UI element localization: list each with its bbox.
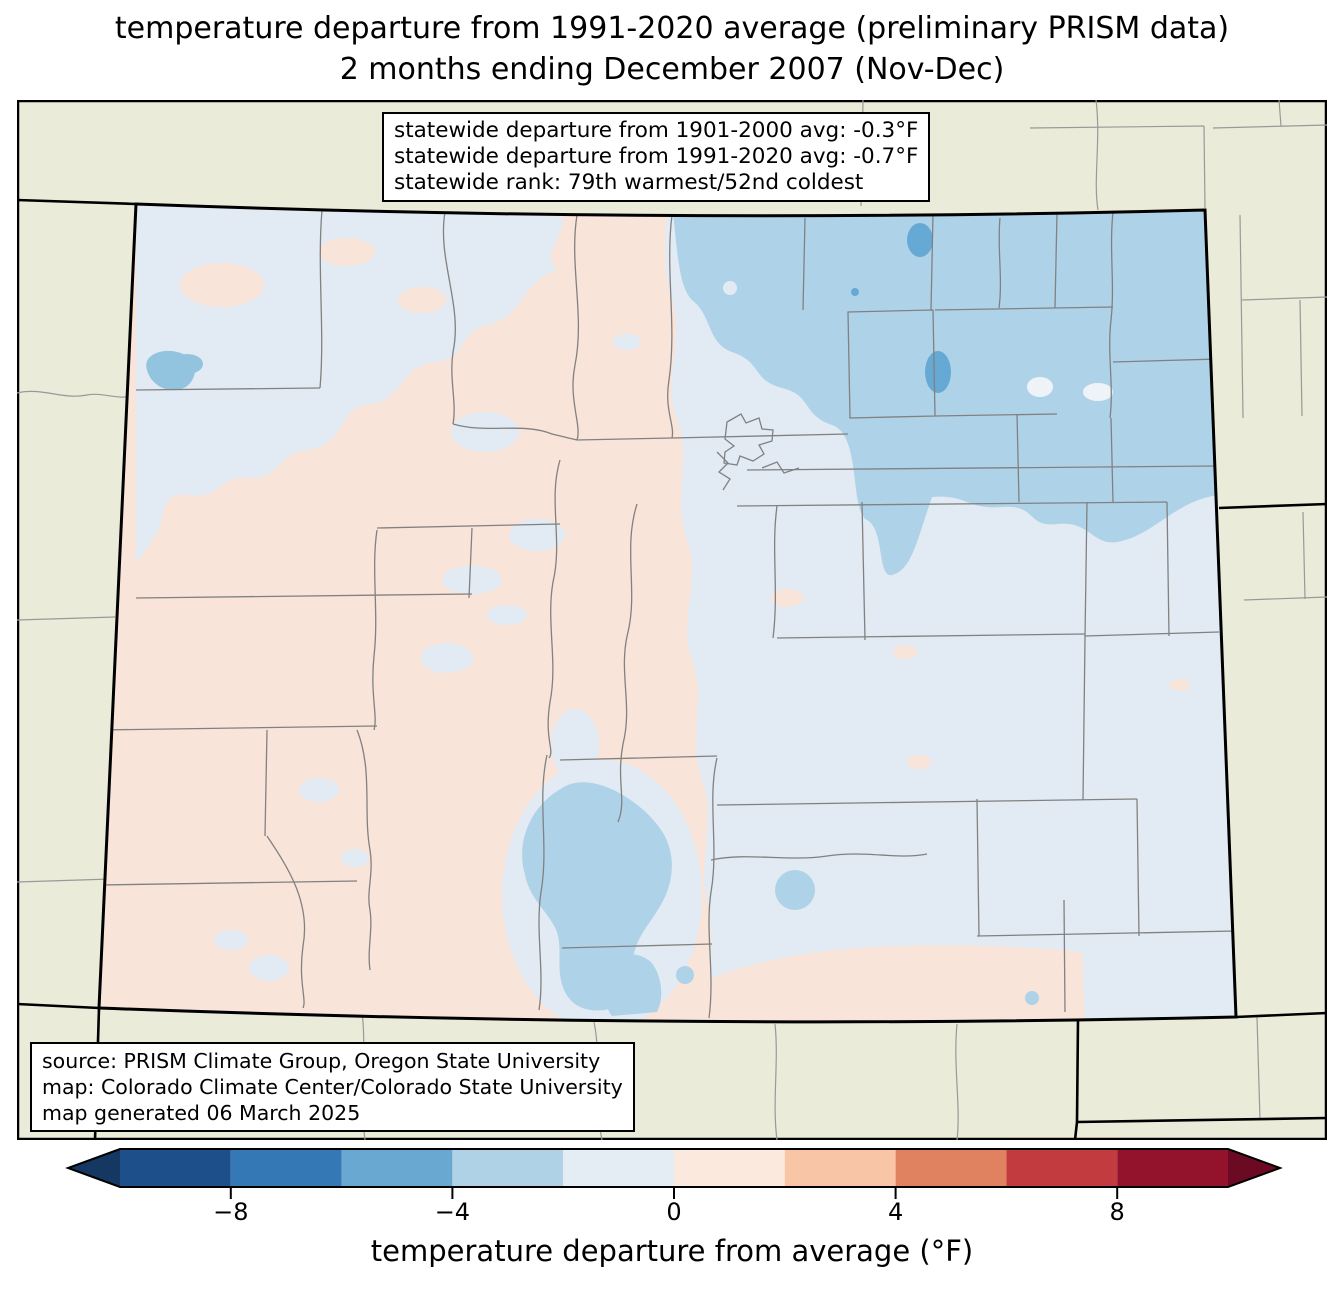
colorbar-tick-neg4: −4 — [434, 1198, 471, 1226]
colorbar — [65, 1148, 1283, 1199]
source-line-2: map: Colorado Climate Center/Colorado St… — [42, 1075, 623, 1099]
colorado-map — [17, 100, 1327, 1140]
title-line-2: 2 months ending December 2007 (Nov-Dec) — [339, 52, 1005, 87]
source-attribution-box: source: PRISM Climate Group, Oregon Stat… — [30, 1042, 635, 1132]
neighbor-state-borders — [17, 198, 1327, 1140]
colorbar-ticks — [229, 1187, 1119, 1199]
colorbar-outline — [65, 1148, 1283, 1188]
figure-title: temperature departure from 1991-2020 ave… — [0, 8, 1344, 90]
colorbar-tick-8: 8 — [1109, 1198, 1125, 1226]
cold-spot-central — [925, 351, 951, 393]
northeast-cold-region — [672, 206, 1219, 576]
stats-line-2: statewide departure from 1991-2020 avg: … — [394, 144, 919, 169]
cold-spot-southeast — [775, 870, 815, 910]
south-warm-wedge — [647, 945, 1085, 1022]
colorbar-axis-label: temperature departure from average (°F) — [370, 1234, 974, 1268]
colorbar-tick-4: 4 — [887, 1198, 904, 1226]
colorbar-segments — [120, 1149, 1228, 1187]
colorado-state-border — [97, 202, 1238, 1024]
san-luis-valley-cold-blob — [522, 782, 672, 1011]
colorbar-under-arrow — [68, 1149, 120, 1187]
temperature-fill-regions — [99, 204, 1236, 1022]
colorbar-tick-neg8: −8 — [213, 1198, 249, 1226]
stats-line-3: statewide rank: 79th warmest/52nd coldes… — [394, 170, 864, 195]
east-warm-spots — [771, 589, 1190, 769]
title-line-1: temperature departure from 1991-2020 ave… — [114, 11, 1230, 46]
colorbar-tick-0: 0 — [666, 1198, 682, 1226]
stats-line-1: statewide departure from 1901-2000 avg: … — [394, 118, 919, 143]
cold-spot-north — [907, 223, 933, 257]
statewide-stats-box: statewide departure from 1901-2000 avg: … — [382, 112, 931, 202]
source-line-3: map generated 06 March 2025 — [42, 1101, 361, 1125]
source-line-1: source: PRISM Climate Group, Oregon Stat… — [42, 1049, 601, 1073]
county-lines — [99, 209, 1236, 1019]
colorbar-over-arrow — [1228, 1149, 1280, 1187]
